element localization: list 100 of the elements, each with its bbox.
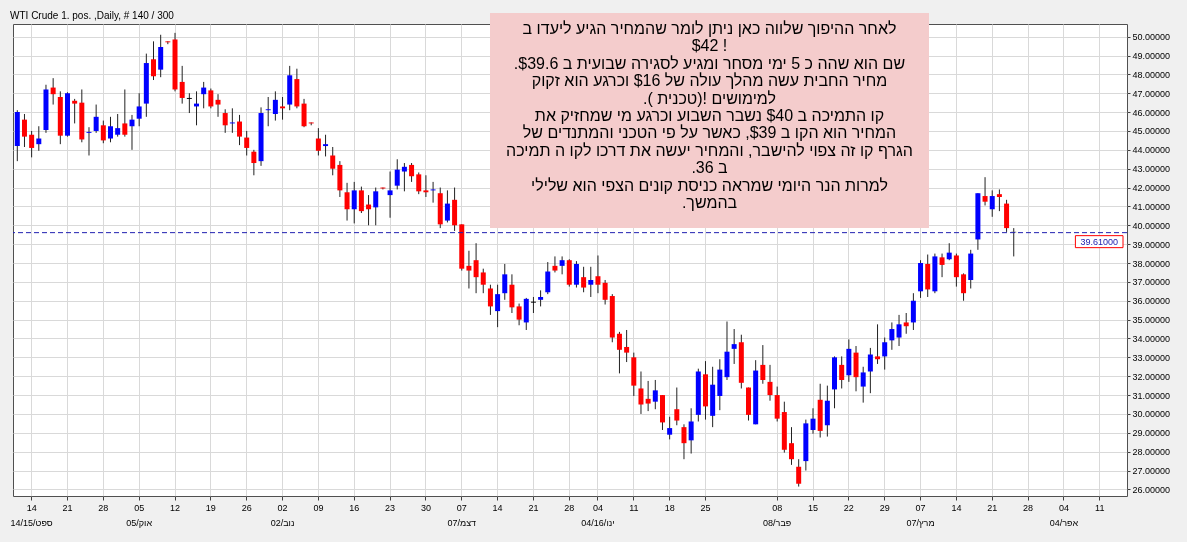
y-tick-label: 42.00000 — [1132, 183, 1171, 194]
candlestick — [875, 323, 881, 365]
candlestick — [330, 146, 336, 176]
x-tick-label: 21 — [62, 502, 73, 513]
x-tick-label: 26 — [241, 502, 252, 513]
candlestick — [882, 337, 888, 371]
candlestick — [509, 273, 515, 314]
candlestick — [559, 255, 565, 275]
candlestick — [358, 186, 364, 214]
candlestick — [473, 242, 479, 294]
candlestick — [495, 284, 501, 328]
candlestick — [301, 98, 307, 128]
candlestick — [265, 96, 271, 127]
candlestick — [595, 254, 601, 294]
y-tick-label: 49.00000 — [1132, 51, 1171, 61]
candlestick — [50, 77, 56, 106]
candlestick — [523, 297, 529, 331]
x-tick-label: 21 — [528, 502, 539, 513]
candlestick — [989, 189, 995, 218]
candlestick — [953, 253, 959, 288]
candlestick — [251, 149, 257, 176]
candlestick — [910, 292, 916, 331]
candlestick — [487, 284, 493, 316]
candlestick — [889, 321, 895, 351]
candlestick — [387, 171, 393, 219]
y-tick-label: 47.00000 — [1132, 88, 1171, 99]
candlestick — [401, 162, 407, 192]
y-tick-label: 45.00000 — [1132, 126, 1171, 137]
y-tick-label: 28.00000 — [1132, 447, 1171, 458]
candlestick — [545, 261, 551, 295]
candlestick — [466, 250, 472, 289]
candlestick — [344, 182, 350, 222]
candlestick — [939, 253, 945, 278]
candlestick — [652, 379, 658, 410]
candlestick — [896, 314, 902, 347]
y-tick-label: 44.00000 — [1132, 145, 1171, 156]
candlestick — [903, 312, 909, 335]
candlestick — [796, 458, 802, 488]
candlestick — [208, 88, 214, 109]
candlestick — [272, 90, 278, 122]
candlestick — [530, 296, 536, 314]
candlestick — [115, 113, 121, 138]
x-tick-label: 30 — [420, 502, 431, 513]
x-tick-label: 12 — [170, 502, 181, 513]
candlestick — [315, 127, 321, 156]
candlestick — [810, 407, 816, 435]
candlestick — [480, 268, 486, 294]
candlestick — [982, 176, 988, 206]
candlestick — [222, 108, 228, 134]
x-tick-label: 19 — [205, 502, 216, 513]
x-tick-label: 21 — [987, 502, 998, 513]
y-tick-label: 48.00000 — [1132, 69, 1171, 80]
x-tick-label: 11 — [1095, 502, 1105, 513]
candlestick — [394, 158, 400, 190]
candlestick — [129, 114, 135, 151]
x-tick-label: 25 — [700, 502, 711, 513]
x-tick-label: 14 — [492, 502, 503, 513]
ref-line-label: 39.61000 — [1080, 236, 1118, 247]
candlestick — [760, 344, 766, 385]
candlestick — [645, 380, 651, 412]
candlestick — [229, 107, 235, 134]
chart-title: WTI Crude 1. pos. ,Daily, # 140 / 300 — [10, 10, 175, 21]
x-tick-label: 16 — [349, 502, 360, 513]
candlestick — [688, 407, 694, 455]
y-tick-label: 40.00000 — [1132, 220, 1171, 231]
y-tick-label: 43.00000 — [1132, 164, 1171, 175]
y-tick-label: 36.00000 — [1132, 296, 1171, 307]
candlestick — [767, 364, 773, 402]
candlestick — [602, 279, 608, 306]
candlestick — [93, 104, 99, 134]
candlestick — [516, 303, 522, 326]
y-tick-label: 34.00000 — [1132, 333, 1171, 344]
x-tick-label: 28 — [564, 502, 575, 513]
y-tick-label: 35.00000 — [1132, 315, 1171, 326]
candlestick — [409, 162, 415, 183]
x-tick-label: 28 — [1023, 502, 1034, 513]
y-tick-label: 27.00000 — [1132, 466, 1171, 477]
candlestick — [573, 260, 579, 289]
candlestick — [996, 188, 1002, 212]
candlestick — [201, 81, 207, 109]
y-tick-label: 33.00000 — [1132, 352, 1171, 363]
candlestick — [86, 126, 92, 156]
candlestick — [423, 174, 429, 198]
candlestick — [136, 92, 142, 127]
candlestick — [72, 98, 78, 124]
candlestick — [29, 130, 35, 158]
candlestick — [122, 88, 128, 138]
candlestick — [961, 272, 967, 302]
candlestick — [237, 114, 243, 146]
candlestick — [244, 130, 250, 156]
x-tick-label: 09 — [313, 502, 324, 513]
candlestick — [186, 92, 192, 114]
candlestick — [616, 331, 622, 374]
candlestick — [280, 96, 286, 121]
y-tick-label: 37.00000 — [1132, 277, 1171, 288]
x-tick-label: 15 — [808, 502, 819, 513]
x-tick-label: 11 — [629, 502, 639, 513]
y-tick-label: 30.00000 — [1132, 409, 1171, 420]
candlestick — [416, 171, 422, 195]
candlestick — [351, 181, 357, 224]
